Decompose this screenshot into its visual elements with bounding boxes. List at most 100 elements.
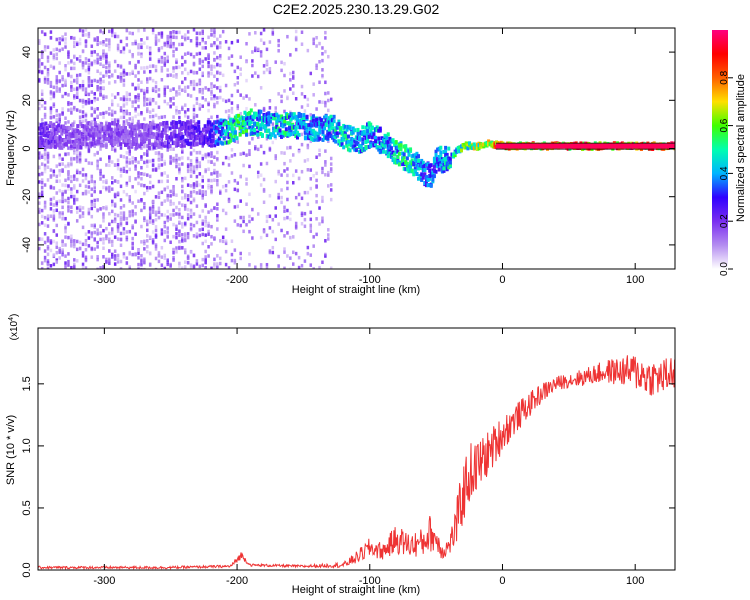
noise-cell — [195, 262, 199, 266]
noise-cell — [38, 165, 41, 169]
ridge-cell — [128, 134, 132, 139]
ridge-cell — [273, 113, 277, 118]
ridge-cell — [57, 138, 61, 143]
noise-cell — [125, 102, 129, 106]
noise-cell — [154, 85, 158, 89]
noise-cell — [43, 200, 47, 205]
noise-cell — [128, 175, 132, 180]
noise-cell — [204, 168, 207, 172]
noise-cell — [195, 101, 199, 106]
noise-cell — [324, 160, 327, 164]
noise-cell — [178, 169, 181, 173]
ridge-cell — [251, 131, 255, 136]
noise-cell — [128, 152, 132, 156]
noise-cell — [315, 178, 318, 183]
noise-cell — [201, 209, 204, 213]
ridge-cell — [280, 134, 284, 139]
noise-cell — [195, 156, 199, 161]
ridge-cell — [61, 124, 65, 129]
ridge-cell — [323, 135, 327, 140]
noise-cell — [67, 263, 70, 267]
noise-cell — [64, 235, 67, 239]
noise-cell — [122, 47, 126, 51]
noise-cell — [84, 28, 88, 32]
ridge-cell — [176, 133, 180, 138]
ridge-cell — [41, 122, 45, 127]
noise-cell — [216, 264, 219, 269]
noise-cell — [116, 260, 120, 264]
noise-cell — [248, 149, 251, 153]
ridge-cell — [128, 131, 132, 136]
noise-cell — [113, 32, 117, 36]
ridge-cell — [61, 144, 65, 149]
noise-cell — [46, 259, 50, 263]
ridge-cell — [251, 125, 255, 130]
noise-cell — [78, 153, 82, 157]
ridge-cell — [262, 112, 266, 117]
noise-cell — [102, 39, 105, 44]
noise-cell — [38, 64, 41, 69]
noise-cell — [163, 187, 167, 192]
noise-cell — [64, 41, 67, 45]
noise-cell — [128, 178, 132, 183]
ridge-cell — [173, 129, 177, 134]
noise-cell — [172, 41, 175, 46]
noise-cell — [84, 255, 88, 260]
noise-cell — [289, 235, 292, 240]
ridge-cell — [170, 131, 174, 136]
ridge-cell — [327, 131, 331, 136]
ridge-cell — [117, 124, 121, 129]
noise-cell — [256, 212, 260, 216]
noise-cell — [175, 139, 178, 143]
noise-cell — [181, 80, 184, 85]
figure-title: C2E2.2025.230.13.29.G02 — [273, 1, 440, 17]
ridge-cell — [136, 122, 140, 127]
ridge-cell — [254, 114, 258, 119]
noise-cell — [166, 85, 169, 89]
noise-cell — [175, 30, 178, 35]
noise-cell — [172, 30, 175, 34]
noise-cell — [198, 233, 202, 238]
ridge-cell — [256, 132, 260, 137]
noise-cell — [146, 244, 149, 249]
ridge-cell — [417, 158, 421, 163]
noise-cell — [49, 202, 53, 206]
ridge-cell — [189, 132, 193, 137]
noise-cell — [297, 202, 301, 207]
noise-cell — [67, 187, 70, 191]
ridge-cell — [155, 143, 159, 148]
noise-cell — [143, 88, 146, 93]
noise-cell — [122, 211, 126, 215]
ridge-cell — [58, 142, 62, 147]
ridge-cell — [88, 133, 92, 138]
noise-cell — [84, 101, 88, 106]
noise-cell — [38, 69, 41, 74]
noise-cell — [178, 124, 181, 128]
ridge-cell — [238, 132, 242, 137]
ridge-cell — [123, 137, 127, 142]
spectrogram-y-tick-label: -20 — [21, 189, 33, 205]
noise-cell — [119, 237, 123, 241]
ridge-cell — [159, 135, 163, 140]
noise-cell — [93, 117, 96, 122]
noise-cell — [64, 81, 67, 86]
noise-cell — [166, 40, 169, 45]
ridge-cell — [332, 119, 336, 124]
noise-cell — [73, 262, 76, 267]
ridge-cell — [157, 133, 161, 138]
noise-cell — [73, 78, 76, 83]
ridge-cell — [63, 125, 67, 130]
noise-cell — [292, 235, 295, 239]
ridge-cell — [288, 115, 292, 120]
noise-cell — [110, 160, 114, 164]
noise-cell — [81, 191, 85, 196]
noise-cell — [125, 261, 129, 265]
ridge-cell — [450, 152, 454, 157]
noise-cell — [192, 119, 196, 124]
noise-cell — [73, 258, 76, 262]
noise-cell — [87, 161, 91, 165]
noise-cell — [43, 232, 47, 236]
ridge-cell — [240, 125, 244, 130]
ridge-cell — [213, 143, 217, 148]
ridge-cell — [369, 122, 373, 127]
